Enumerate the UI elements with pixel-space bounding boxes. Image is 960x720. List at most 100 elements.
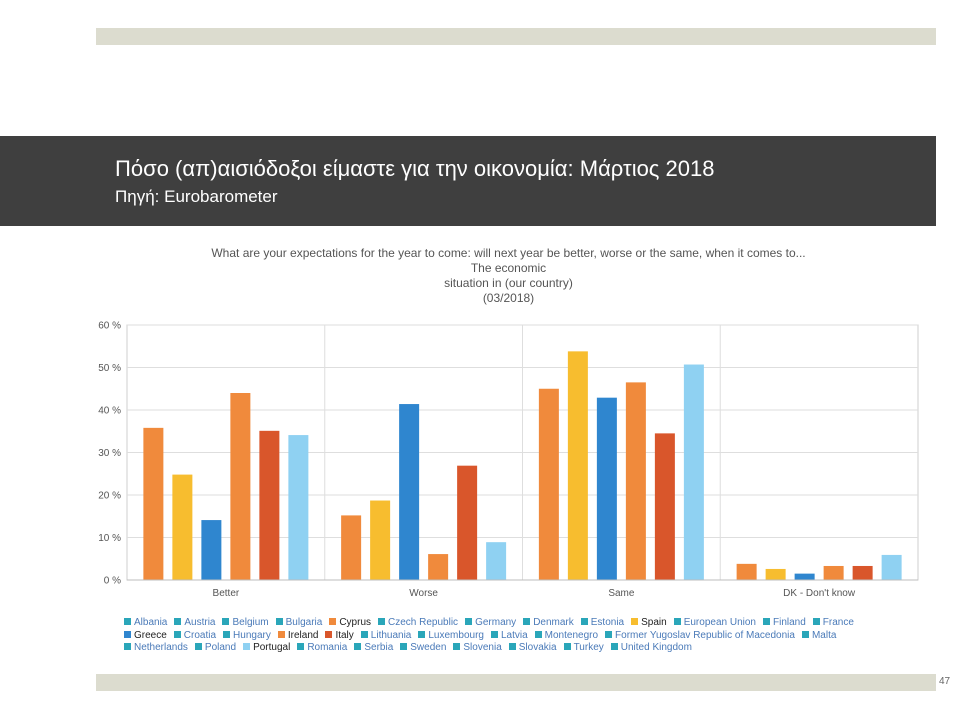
chart-title-line: What are your expectations for the year …	[211, 246, 806, 260]
legend-item[interactable]: Netherlands	[124, 642, 188, 655]
legend-label: Romania	[307, 642, 348, 653]
bar-greece-3	[794, 573, 815, 580]
legend-swatch	[490, 630, 498, 638]
legend-item[interactable]: Belgium	[222, 617, 269, 630]
legend-swatch	[297, 643, 305, 650]
bar-spain-3	[765, 568, 786, 580]
bar-italy-0	[259, 430, 280, 580]
bar-greece-2	[596, 397, 617, 580]
bar-portugal-0	[288, 435, 309, 580]
legend-label: Turkey	[573, 642, 604, 653]
x-category-label: Same	[608, 588, 635, 599]
legend-item[interactable]: France	[812, 617, 854, 630]
legend-swatch	[673, 618, 681, 625]
bar-greece-0	[201, 520, 222, 580]
y-tick-label: 30 %	[98, 448, 121, 459]
legend-swatch	[222, 618, 230, 625]
legend-label: Poland	[204, 642, 237, 653]
bar-ireland-0	[230, 393, 251, 580]
legend-item[interactable]: Greece	[124, 630, 167, 643]
legend-swatch	[812, 618, 820, 625]
legend-swatch	[610, 643, 618, 650]
legend-item[interactable]: Poland	[194, 642, 237, 655]
legend-item[interactable]: European Union	[673, 617, 756, 630]
legend-item[interactable]: Czech Republic	[378, 617, 458, 630]
legend-item[interactable]: Cyprus	[329, 617, 371, 630]
legend-label: Ireland	[287, 629, 319, 641]
legend-label: Denmark	[533, 617, 574, 628]
legend-item[interactable]: Spain	[631, 617, 667, 630]
legend-swatch	[329, 618, 337, 625]
legend-item[interactable]: Sweden	[400, 642, 446, 655]
legend-item[interactable]: Germany	[465, 617, 516, 630]
legend-item[interactable]: Croatia	[173, 630, 216, 643]
legend-item[interactable]: Hungary	[223, 630, 271, 643]
legend-swatch	[400, 643, 408, 650]
legend-item[interactable]: Slovakia	[508, 642, 557, 655]
legend-label: Finland	[772, 617, 806, 628]
legend-item[interactable]: Luxembourg	[418, 630, 484, 643]
legend-item[interactable]: Finland	[762, 617, 806, 630]
legend-label: France	[822, 617, 854, 628]
bar-italy-3	[852, 565, 873, 580]
y-tick-label: 60 %	[98, 321, 121, 332]
legend-swatch	[631, 618, 639, 625]
legend-label: Luxembourg	[428, 629, 484, 641]
legend-swatch	[580, 618, 588, 625]
legend-item[interactable]: Romania	[297, 642, 347, 655]
y-tick-label: 10 %	[98, 533, 121, 544]
legend-item[interactable]: Denmark	[523, 617, 574, 630]
legend-swatch	[762, 618, 770, 625]
slide-subtitle: Πηγή: Eurobarometer	[115, 187, 278, 206]
legend-swatch	[277, 630, 285, 638]
bar-cyprus-3	[736, 563, 757, 580]
chart-title: What are your expectations for the year …	[96, 246, 921, 306]
legend-label: European Union	[683, 617, 756, 628]
bar-cyprus-2	[538, 388, 559, 580]
bar-italy-2	[654, 433, 675, 580]
legend-item[interactable]: Portugal	[243, 642, 290, 655]
slide-title-band: Πόσο (απ)αισιόδοξοι είμαστε για την οικο…	[0, 136, 936, 226]
legend-label: Montenegro	[544, 629, 599, 641]
legend-swatch	[523, 618, 531, 625]
legend-label: Estonia	[590, 617, 625, 628]
legend-item[interactable]: Bulgaria	[275, 617, 322, 630]
legend-label: Cyprus	[339, 617, 372, 628]
bar-ireland-3	[823, 565, 844, 580]
legend-label: Albania	[134, 617, 168, 628]
legend-swatch	[605, 630, 613, 638]
legend-swatch	[173, 630, 181, 638]
legend-label: Portugal	[253, 642, 291, 653]
legend-item[interactable]: Austria	[174, 617, 215, 630]
legend-item[interactable]: Lithuania	[360, 630, 411, 643]
top-decorative-bar	[96, 28, 936, 45]
legend-label: Hungary	[233, 629, 271, 641]
legend-item[interactable]: Ireland	[277, 629, 319, 643]
legend-label: Slovakia	[518, 642, 557, 653]
bar-spain-0	[172, 474, 193, 580]
legend-item[interactable]: Italy	[325, 629, 354, 643]
legend-swatch	[360, 630, 368, 638]
legend-item[interactable]: Former Yugoslav Republic of Macedonia	[605, 630, 795, 643]
chart-title-line: The economic	[470, 261, 547, 275]
legend-row: Netherlands Poland Portugal Romania Serbia Sw…	[124, 642, 924, 655]
x-category-label: Worse	[409, 588, 438, 599]
legend-label: Former Yugoslav Republic of Macedonia	[615, 629, 795, 641]
legend-label: Italy	[335, 629, 354, 641]
chart-legend: Albania Austria Belgium Bulgaria Cyprus Czech…	[124, 617, 924, 655]
legend-item[interactable]: Latvia	[490, 629, 528, 643]
legend-item[interactable]: Malta	[801, 630, 836, 643]
bar-greece-1	[399, 404, 420, 580]
x-category-label: Better	[213, 588, 240, 599]
legend-item[interactable]: Estonia	[580, 617, 625, 630]
legend-item[interactable]: Slovenia	[453, 642, 502, 655]
legend-item[interactable]: Turkey	[563, 642, 604, 655]
legend-item[interactable]: Montenegro	[534, 629, 599, 643]
legend-item[interactable]: Albania	[124, 617, 167, 630]
legend-item[interactable]: United Kingdom	[610, 642, 692, 655]
legend-item[interactable]: Serbia	[354, 642, 393, 655]
legend-label: Latvia	[500, 629, 528, 641]
x-category-label: DK - Don't know	[783, 588, 856, 599]
bar-ireland-2	[625, 382, 646, 580]
legend-label: United Kingdom	[620, 642, 692, 653]
